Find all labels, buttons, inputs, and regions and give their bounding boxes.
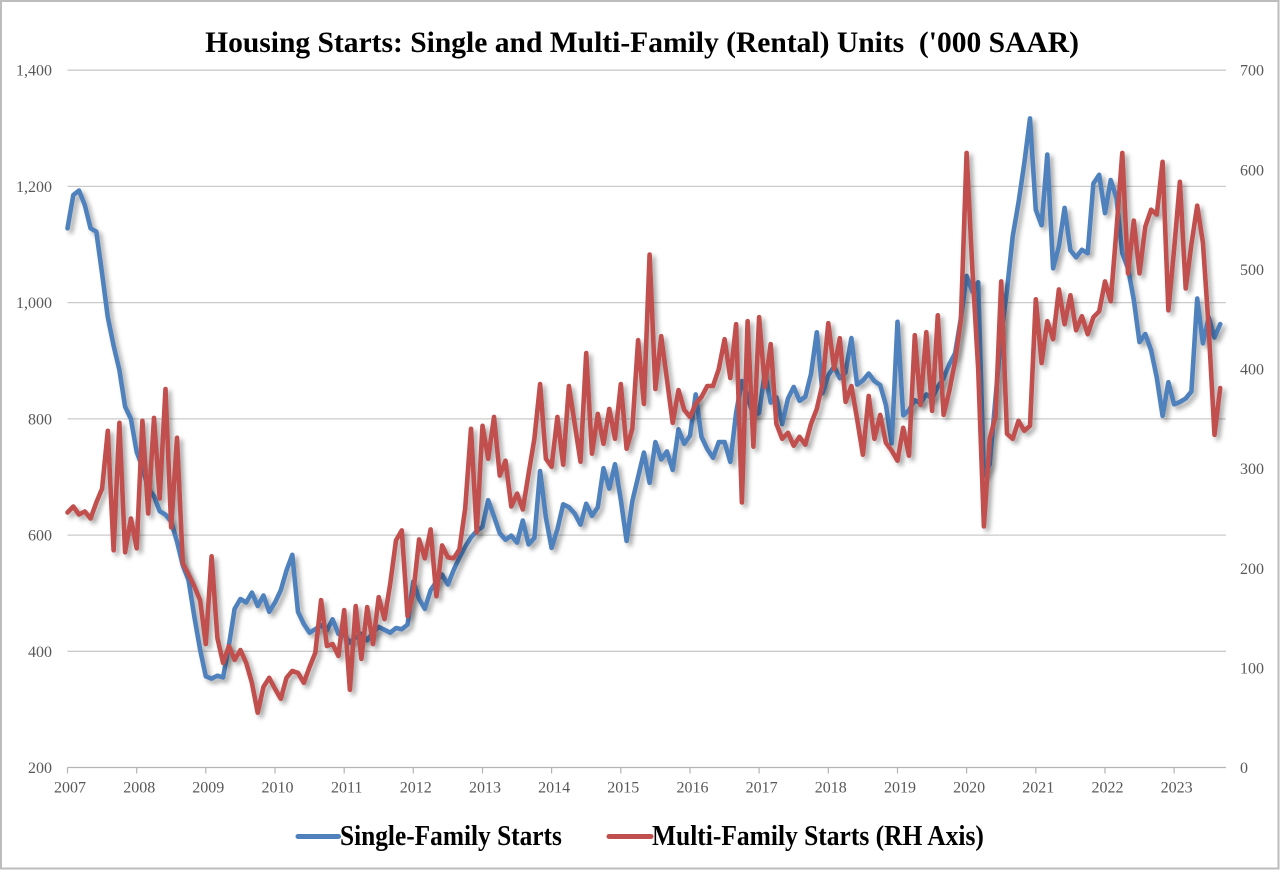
svg-text:700: 700 bbox=[1240, 63, 1264, 80]
svg-text:2014: 2014 bbox=[538, 780, 570, 797]
svg-text:100: 100 bbox=[1240, 660, 1264, 677]
svg-text:2015: 2015 bbox=[607, 780, 639, 797]
svg-text:600: 600 bbox=[28, 528, 52, 545]
svg-text:1,000: 1,000 bbox=[16, 295, 52, 312]
svg-text:Multi-Family Starts (RH Axis): Multi-Family Starts (RH Axis) bbox=[652, 820, 984, 851]
svg-text:500: 500 bbox=[1240, 262, 1264, 279]
svg-text:800: 800 bbox=[28, 411, 52, 428]
svg-text:2012: 2012 bbox=[400, 780, 432, 797]
svg-text:2021: 2021 bbox=[1022, 780, 1054, 797]
svg-text:1,200: 1,200 bbox=[16, 179, 52, 196]
svg-text:400: 400 bbox=[28, 644, 52, 661]
svg-text:2010: 2010 bbox=[262, 780, 294, 797]
svg-text:1,400: 1,400 bbox=[16, 63, 52, 80]
svg-text:2013: 2013 bbox=[469, 780, 501, 797]
svg-text:2019: 2019 bbox=[884, 780, 916, 797]
svg-text:2020: 2020 bbox=[953, 780, 985, 797]
svg-text:2016: 2016 bbox=[677, 780, 709, 797]
svg-text:2009: 2009 bbox=[192, 780, 224, 797]
svg-text:2018: 2018 bbox=[815, 780, 847, 797]
svg-text:600: 600 bbox=[1240, 162, 1264, 179]
svg-text:2017: 2017 bbox=[746, 780, 778, 797]
svg-text:2011: 2011 bbox=[331, 780, 362, 797]
svg-text:400: 400 bbox=[1240, 362, 1264, 379]
svg-text:2008: 2008 bbox=[123, 780, 155, 797]
svg-text:300: 300 bbox=[1240, 461, 1264, 478]
svg-text:200: 200 bbox=[28, 760, 52, 777]
svg-text:Single-Family Starts: Single-Family Starts bbox=[340, 820, 562, 851]
svg-text:2007: 2007 bbox=[54, 780, 86, 797]
svg-text:2023: 2023 bbox=[1161, 780, 1193, 797]
svg-text:2022: 2022 bbox=[1092, 780, 1124, 797]
svg-text:200: 200 bbox=[1240, 561, 1264, 578]
svg-text:Housing Starts: Single and Mul: Housing Starts: Single and Multi-Family … bbox=[205, 26, 1079, 59]
svg-text:0: 0 bbox=[1240, 760, 1248, 777]
